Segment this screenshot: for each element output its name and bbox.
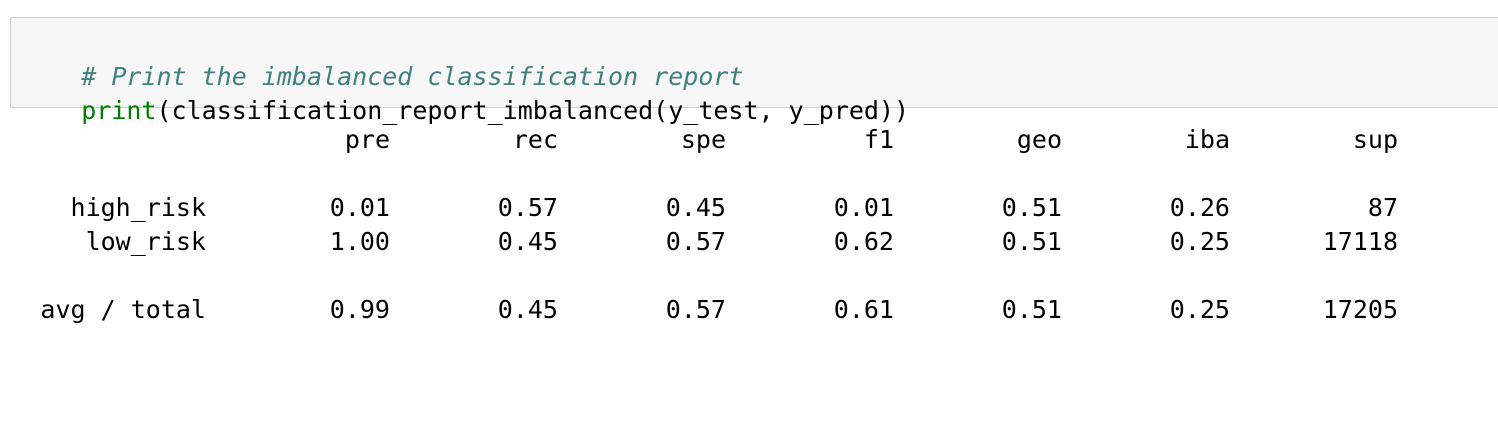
cell-rec: 0.45 — [497, 227, 558, 256]
header-iba: iba — [1184, 125, 1230, 154]
cell-spe: 0.57 — [665, 295, 726, 324]
cell-spe: 0.57 — [665, 227, 726, 256]
cell-f1: 0.62 — [833, 227, 894, 256]
cell-iba: 0.25 — [1169, 227, 1230, 256]
print-keyword: print — [81, 96, 157, 125]
header-spe: spe — [680, 125, 726, 154]
row-label: avg / total — [40, 295, 206, 324]
cell-sup: 17205 — [1322, 295, 1398, 324]
header-pre: pre — [344, 125, 390, 154]
cell-pre: 1.00 — [329, 227, 390, 256]
row-label: low_risk — [85, 227, 206, 256]
cell-rec: 0.57 — [497, 193, 558, 222]
cell-iba: 0.25 — [1169, 295, 1230, 324]
cell-rec: 0.45 — [497, 295, 558, 324]
row-label: high_risk — [70, 193, 206, 222]
cell-sup: 17118 — [1322, 227, 1398, 256]
header-sup: sup — [1352, 125, 1398, 154]
header-geo: geo — [1016, 125, 1062, 154]
cell-iba: 0.26 — [1169, 193, 1230, 222]
code-statement-line: print(classification_report_imbalanced(y… — [21, 66, 909, 156]
cell-sup: 87 — [1367, 193, 1398, 222]
cell-geo: 0.51 — [1001, 295, 1062, 324]
cell-f1: 0.61 — [833, 295, 894, 324]
cell-geo: 0.51 — [1001, 227, 1062, 256]
header-f1: f1 — [863, 125, 894, 154]
function-call: (classification_report_imbalanced(y_test… — [156, 96, 910, 125]
code-comment: # Print the imbalanced classification re… — [81, 62, 744, 91]
cell-spe: 0.45 — [665, 193, 726, 222]
cell-pre: 0.99 — [329, 295, 390, 324]
cell-geo: 0.51 — [1001, 193, 1062, 222]
code-input-cell[interactable]: # Print the imbalanced classification re… — [10, 17, 1498, 125]
cell-f1: 0.01 — [833, 193, 894, 222]
header-rec: rec — [512, 125, 558, 154]
cell-pre: 0.01 — [329, 193, 390, 222]
code-comment-line: # Print the imbalanced classification re… — [21, 32, 743, 122]
